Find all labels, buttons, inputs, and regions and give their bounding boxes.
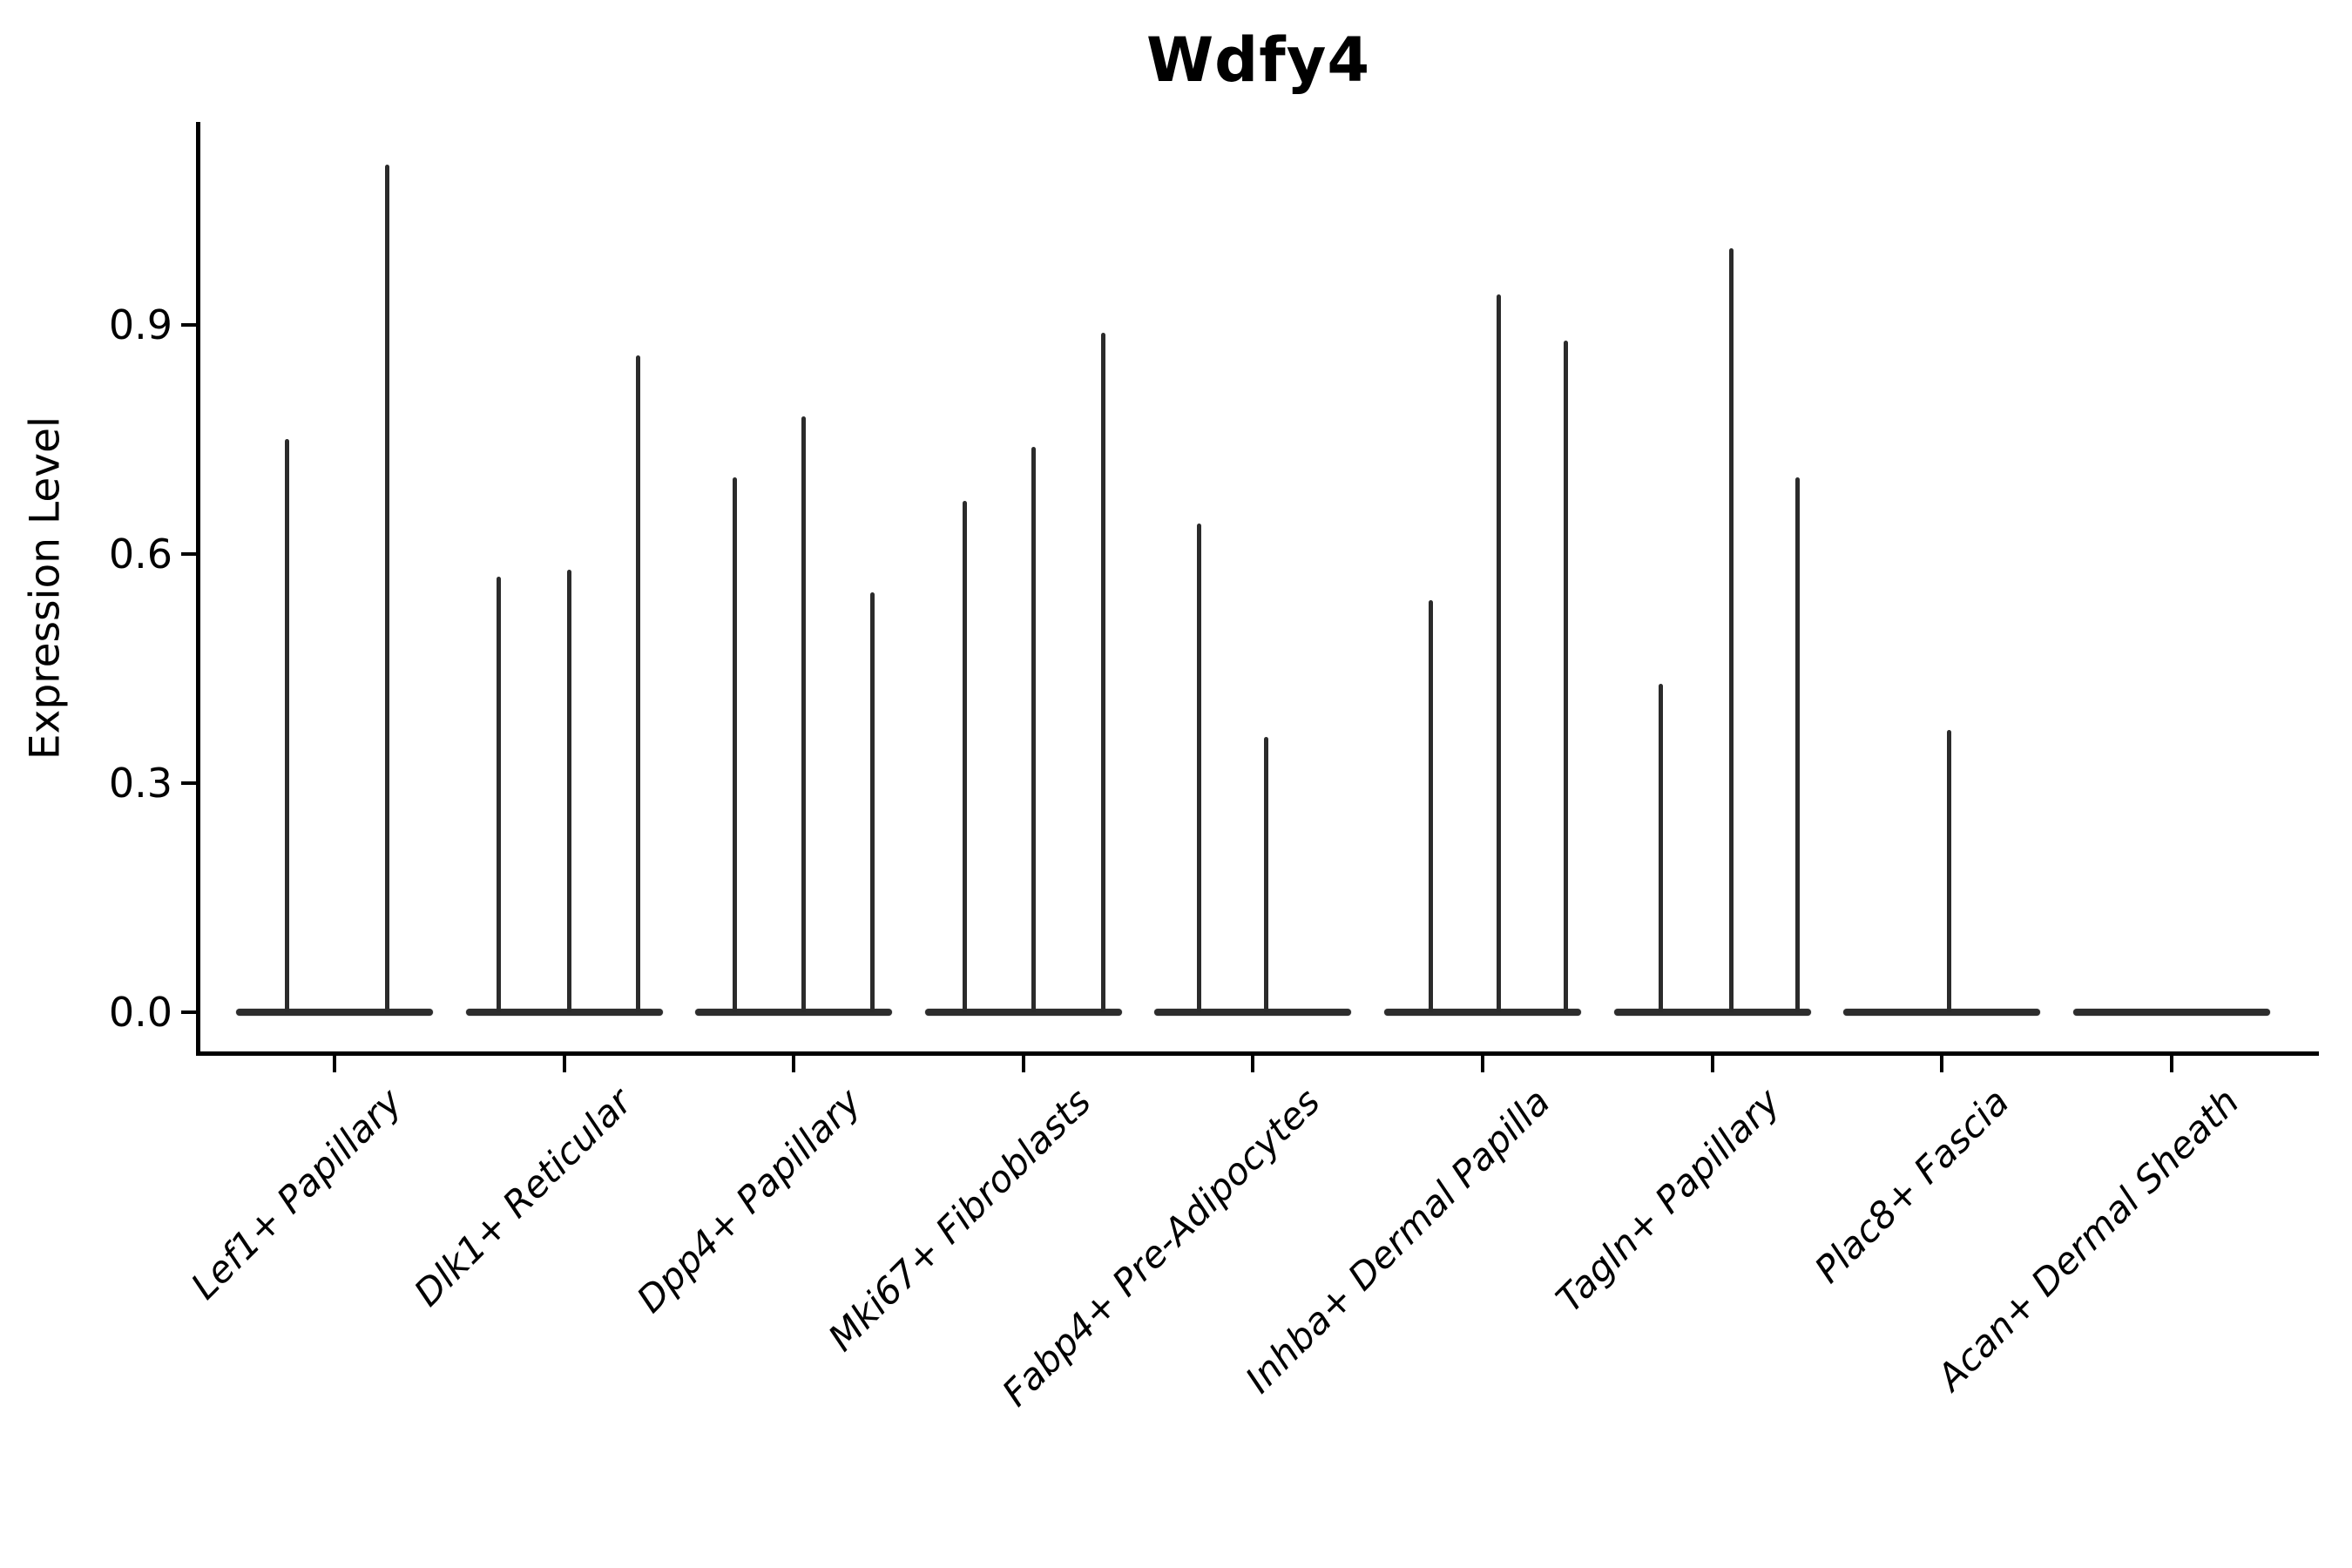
x-tick-mark bbox=[792, 1056, 796, 1072]
y-axis-spine bbox=[196, 122, 200, 1055]
violin-spike bbox=[1563, 340, 1568, 1012]
y-axis-label: Expression Level bbox=[21, 416, 70, 760]
violin-spike bbox=[1031, 447, 1037, 1012]
violin-zero-base bbox=[1843, 1009, 2041, 1016]
chart-title: Wdfy4 bbox=[1146, 24, 1371, 96]
x-tick-mark bbox=[1021, 1056, 1025, 1072]
violin-spike bbox=[869, 591, 875, 1012]
violin-zero-base bbox=[1154, 1009, 1352, 1016]
violin-spike bbox=[1496, 294, 1501, 1012]
x-tick-label: Dpp4+ Papillary bbox=[628, 1080, 869, 1321]
violin-zero-base bbox=[1613, 1009, 1811, 1016]
violin-spike bbox=[1263, 737, 1268, 1012]
violin-spike bbox=[567, 569, 572, 1012]
x-tick-mark bbox=[1251, 1056, 1255, 1072]
violin-spike bbox=[732, 477, 737, 1012]
violin-zero-base bbox=[236, 1009, 433, 1016]
violin-spike bbox=[801, 416, 806, 1012]
x-tick-mark bbox=[333, 1056, 336, 1072]
violin-spike bbox=[1428, 599, 1433, 1012]
x-tick-mark bbox=[1710, 1056, 1714, 1072]
violin-spike bbox=[384, 164, 389, 1012]
violin-zero-base bbox=[2072, 1009, 2270, 1016]
y-tick-mark bbox=[181, 1010, 198, 1014]
violin-zero-base bbox=[465, 1009, 663, 1016]
y-tick-label: 0.3 bbox=[108, 759, 172, 807]
violin-spike bbox=[1101, 332, 1106, 1012]
x-tick-label: Tagln+ Papillary bbox=[1547, 1080, 1788, 1321]
violin-zero-base bbox=[695, 1009, 893, 1016]
x-axis-spine bbox=[196, 1051, 2319, 1056]
y-tick-label: 0.6 bbox=[108, 530, 172, 578]
violin-spike bbox=[284, 439, 289, 1012]
violin-zero-base bbox=[1384, 1009, 1581, 1016]
violin-spike bbox=[1795, 477, 1801, 1012]
y-tick-mark bbox=[181, 781, 198, 785]
y-tick-label: 0.9 bbox=[108, 301, 172, 348]
violin-spike bbox=[497, 577, 502, 1012]
violin-spike bbox=[636, 355, 641, 1012]
x-tick-mark bbox=[2169, 1056, 2173, 1072]
x-tick-mark bbox=[1481, 1056, 1484, 1072]
x-tick-label: Plac8+ Fascia bbox=[1806, 1080, 2017, 1292]
x-tick-label: Lef1+ Papillary bbox=[182, 1080, 410, 1308]
violin-spike bbox=[1196, 523, 1201, 1012]
violin-spike bbox=[1729, 248, 1734, 1012]
violin-spike bbox=[1659, 684, 1664, 1012]
y-tick-mark bbox=[181, 322, 198, 327]
violin-zero-base bbox=[924, 1009, 1122, 1016]
y-tick-label: 0.0 bbox=[108, 989, 172, 1036]
x-tick-mark bbox=[562, 1056, 566, 1072]
x-tick-label: Dlk1+ Reticular bbox=[405, 1080, 640, 1315]
violin-spike bbox=[1946, 729, 1951, 1012]
y-tick-mark bbox=[181, 551, 198, 556]
violin-spike bbox=[963, 500, 968, 1012]
x-tick-label: Mki67+ Fibroblasts bbox=[820, 1080, 1099, 1360]
x-tick-mark bbox=[1940, 1056, 1944, 1072]
